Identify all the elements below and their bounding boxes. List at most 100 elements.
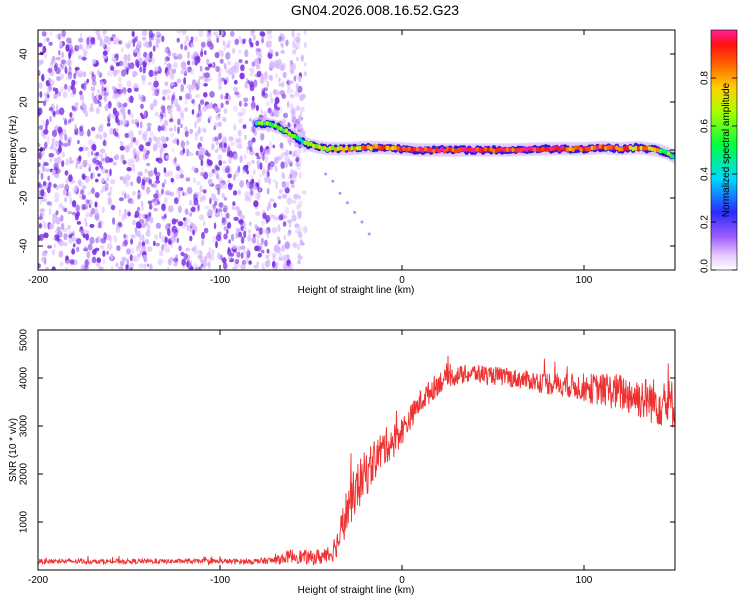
noise-blob: [55, 67, 61, 75]
noise-blob: [60, 214, 64, 222]
noise-blob: [142, 254, 146, 259]
noise-blob: [142, 36, 147, 41]
noise-blob: [234, 170, 239, 178]
noise-blob: [164, 69, 170, 76]
branch-point: [353, 210, 357, 214]
noise-blob: [281, 244, 285, 252]
noise-blob: [193, 250, 198, 255]
track-point: [612, 145, 616, 151]
noise-blob: [84, 222, 88, 227]
noise-blob: [159, 231, 162, 239]
noise-blob: [75, 157, 79, 165]
noise-blob: [171, 94, 176, 101]
noise-blob: [170, 81, 175, 87]
noise-blob: [169, 118, 174, 123]
noise-blob: [167, 94, 171, 101]
spectrogram-marks: [38, 30, 675, 270]
noise-blob: [227, 146, 231, 153]
noise-blob: [200, 172, 204, 177]
noise-blob: [140, 94, 145, 103]
noise-blob: [155, 176, 160, 181]
noise-blob: [295, 36, 301, 43]
noise-blob: [288, 174, 294, 180]
noise-blob: [141, 74, 146, 81]
noise-blob: [132, 39, 136, 48]
noise-blob: [107, 200, 113, 206]
noise-blob: [115, 100, 121, 108]
noise-blob: [85, 159, 89, 164]
noise-blob: [67, 70, 72, 76]
noise-blob: [256, 160, 261, 164]
noise-blob: [278, 214, 284, 221]
noise-blob: [181, 30, 187, 35]
noise-blob: [68, 119, 72, 124]
noise-blob: [138, 129, 142, 136]
noise-blob: [179, 109, 185, 115]
noise-blob: [38, 107, 43, 115]
noise-blob: [153, 200, 158, 206]
noise-blob: [71, 248, 75, 255]
track-point: [584, 146, 589, 152]
noise-blob: [303, 71, 308, 77]
noise-blob: [156, 31, 161, 36]
noise-blob: [273, 178, 276, 183]
track-point: [565, 147, 570, 152]
noise-blob: [237, 165, 241, 173]
noise-blob: [59, 86, 65, 93]
noise-blob: [214, 106, 218, 113]
noise-blob: [240, 64, 245, 72]
noise-blob: [197, 79, 201, 86]
noise-blob: [283, 112, 288, 119]
noise-blob: [180, 140, 185, 149]
noise-blob: [47, 175, 50, 181]
noise-blob: [264, 155, 269, 163]
noise-blob: [272, 255, 276, 262]
noise-blob: [38, 125, 44, 130]
branch-point: [345, 201, 349, 205]
noise-blob: [297, 123, 303, 131]
noise-blob: [279, 32, 284, 40]
noise-blob: [223, 196, 227, 201]
noise-blob: [83, 245, 88, 251]
noise-blob: [281, 93, 287, 99]
noise-blob: [257, 178, 261, 185]
noise-blob: [262, 267, 265, 270]
noise-blob: [178, 205, 182, 214]
noise-blob: [190, 53, 196, 60]
noise-blob: [222, 262, 228, 270]
noise-blob: [58, 202, 63, 209]
track-point: [279, 126, 283, 132]
noise-blob: [269, 92, 272, 100]
noise-blob: [161, 203, 166, 212]
y-tick-label: 4000: [19, 366, 30, 389]
noise-blob: [47, 85, 52, 94]
noise-blob: [291, 30, 295, 38]
noise-blob: [101, 85, 105, 93]
noise-blob: [295, 42, 301, 50]
noise-blob: [168, 127, 174, 132]
noise-blob: [99, 40, 104, 47]
noise-blob: [48, 107, 54, 112]
noise-blob: [117, 88, 123, 95]
noise-blob: [69, 112, 73, 118]
noise-blob: [121, 69, 126, 77]
noise-blob: [257, 252, 262, 258]
noise-blob: [67, 59, 72, 65]
noise-blob: [75, 204, 80, 212]
noise-blob: [138, 56, 144, 63]
noise-blob: [265, 214, 271, 223]
noise-blob: [291, 199, 297, 204]
noise-blob: [67, 58, 73, 67]
noise-blob: [137, 206, 141, 212]
noise-blob: [297, 146, 302, 155]
noise-blob: [59, 250, 64, 257]
noise-blob: [138, 144, 144, 152]
noise-blob: [238, 189, 241, 196]
noise-blob: [91, 144, 97, 151]
branch-point: [338, 191, 342, 195]
noise-blob: [248, 221, 252, 227]
noise-blob: [51, 142, 55, 149]
noise-blob: [102, 157, 105, 165]
noise-blob: [218, 133, 222, 141]
y-tick-label: 2000: [19, 462, 30, 485]
